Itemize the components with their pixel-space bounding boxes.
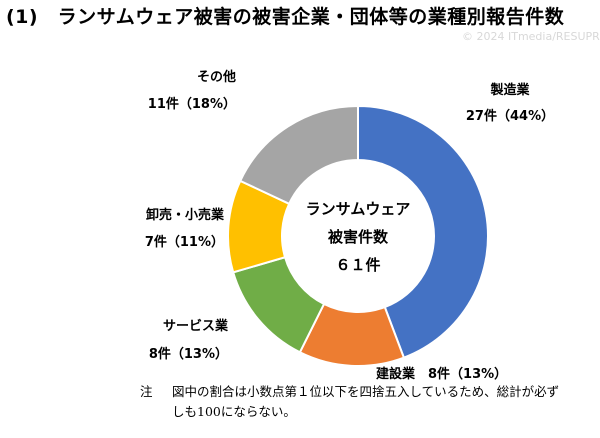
slice-label-5: その他: [197, 69, 236, 85]
chart-title: (1) ランサムウェア被害の被害企業・団体等の業種別報告件数: [6, 6, 565, 28]
center-text-1: ランサムウェア: [306, 200, 411, 218]
footnote-text: 図中の割合は小数点第１位以下を四捨五入しているため、総計が必ずしも100にならな…: [172, 384, 560, 419]
footnote-label: 注: [140, 384, 153, 399]
center-text-3: ６１件: [335, 256, 380, 274]
watermark: © 2024 ITmedia/RESUPRISE JP: [462, 30, 600, 43]
slice-label-3: サービス業: [163, 318, 229, 334]
slice-value-1: 27件（44%）: [466, 108, 554, 124]
slice-label-4: 卸売・小売業: [146, 207, 225, 223]
slice-5: [238, 104, 359, 206]
slice-1: [357, 104, 489, 359]
footnote: 注 図中の割合は小数点第１位以下を四捨五入しているため、総計が必ずしも100にな…: [140, 382, 560, 422]
slice-label-2: 建設業 8件（13%）: [376, 366, 507, 382]
center-text-2: 被害件数: [328, 228, 389, 246]
slice-value-3: 8件（13%）: [149, 346, 228, 362]
slice-label-1: 製造業: [489, 82, 530, 98]
slice-value-5: 11件（18%）: [148, 96, 236, 112]
slice-value-4: 7件（11%）: [145, 234, 224, 250]
